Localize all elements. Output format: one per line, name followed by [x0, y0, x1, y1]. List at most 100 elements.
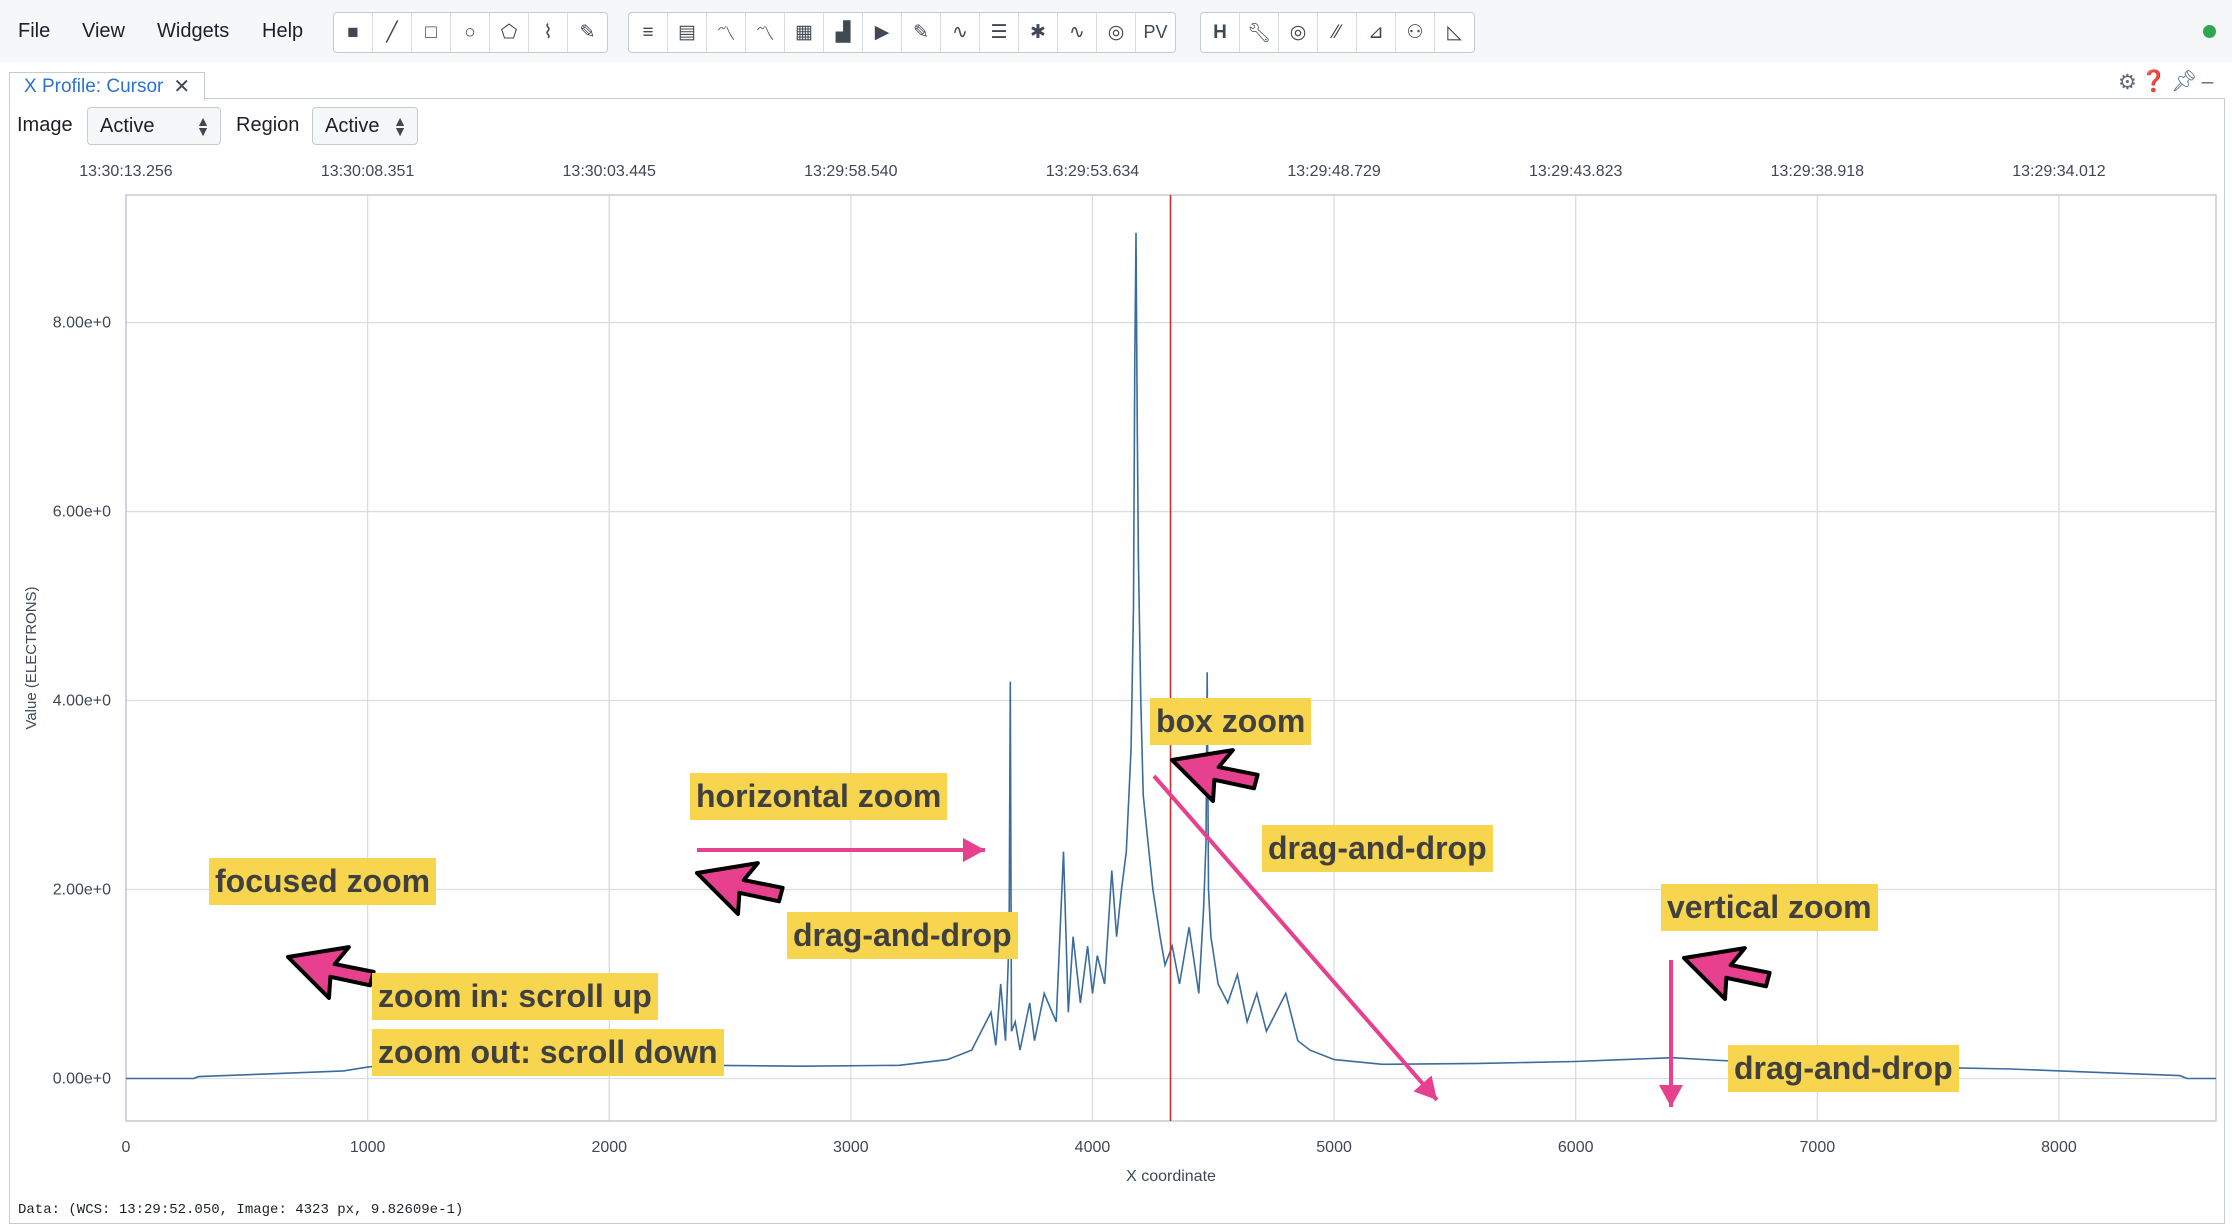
- layer-list-icon[interactable]: ☰: [980, 13, 1019, 52]
- connection-status-indicator: [2203, 25, 2216, 38]
- log-icon[interactable]: ≡: [629, 13, 668, 52]
- top-axis-tick-label: 13:29:58.540: [804, 163, 898, 180]
- box-zoom-arrow: [1152, 774, 1439, 1102]
- y-tick-label: 0.00e+0: [53, 1070, 111, 1087]
- region-toolbar: ■ ╱ □ ○ ⬠ ⌇ ✎: [333, 12, 608, 53]
- mouse-pointer-box-icon: [1170, 748, 1260, 803]
- menu-widgets[interactable]: Widgets: [157, 20, 230, 42]
- x-tick-label: 2000: [591, 1139, 627, 1156]
- image-select[interactable]: Active ▲ ▼: [87, 107, 221, 145]
- widget-controls: ⚙ ❓ 📌︎ –: [2118, 70, 2213, 95]
- y-tick-label: 6.00e+0: [53, 504, 111, 521]
- x-tick-label: 7000: [1800, 1139, 1836, 1156]
- x-axis-label: X coordinate: [1126, 1168, 1216, 1185]
- stokes-icon[interactable]: ∿: [941, 13, 980, 52]
- image-select-value: Active: [100, 114, 155, 137]
- top-axis-tick-label: 13:30:03.445: [563, 163, 657, 180]
- x-tick-label: 1000: [350, 1139, 386, 1156]
- ellipse-icon[interactable]: ○: [451, 13, 490, 52]
- polyline-icon[interactable]: ⌇: [529, 13, 568, 52]
- spatial-profiler-icon[interactable]: 〽: [707, 13, 746, 52]
- note-zoom-out: zoom out: scroll down: [372, 1029, 724, 1077]
- x-tick-label: 8000: [2041, 1139, 2077, 1156]
- y-tick-label: 4.00e+0: [53, 693, 111, 710]
- top-axis-tick-label: 13:29:48.729: [1287, 163, 1381, 180]
- x-tick-label: 3000: [833, 1139, 869, 1156]
- widget-toolbar: ≡ ▤ 〽 〽 ▦ ▟ ▶ ✎ ∿ ☰ ✱ ∿ ◎ PV: [628, 12, 1176, 53]
- spectral-profiler-icon[interactable]: 〽: [746, 13, 785, 52]
- settings-icon[interactable]: ⚙: [2118, 71, 2137, 94]
- region-select[interactable]: Active ▲ ▼: [312, 107, 418, 145]
- vector-overlay-icon[interactable]: ⁄⁄: [1318, 13, 1357, 52]
- top-wcs-axis: 13:30:13.256 13:30:08.351 13:30:03.445 13:2…: [79, 163, 2105, 180]
- top-axis-tick-label: 13:29:43.823: [1529, 163, 1623, 180]
- wrench-icon[interactable]: 🔧︎: [1240, 13, 1279, 52]
- distance-measure-icon[interactable]: ◺: [1447, 22, 1462, 43]
- mouse-pointer-focused-icon: [286, 945, 376, 1000]
- file-header-icon[interactable]: ▤: [668, 13, 707, 52]
- note-drag-and-drop-vertical: drag-and-drop: [1728, 1045, 1959, 1093]
- fitting-icon[interactable]: ◎: [1097, 13, 1136, 52]
- rectangle-icon[interactable]: □: [412, 13, 451, 52]
- mouse-pointer-horizontal-icon: [695, 861, 785, 916]
- menu-help[interactable]: Help: [262, 20, 304, 42]
- top-axis-tick-label: 13:29:53.634: [1046, 163, 1140, 180]
- line-icon[interactable]: ╱: [373, 13, 412, 52]
- polygon-icon[interactable]: ⬠: [490, 13, 529, 52]
- note-horizontal-zoom: horizontal zoom: [690, 773, 948, 821]
- tools-toolbar: H 🔧︎ ◎ ⁄⁄ ⊿ ⚇ ◺: [1200, 12, 1475, 53]
- note-vertical-zoom: vertical zoom: [1661, 884, 1878, 932]
- histogram-icon[interactable]: ▟: [824, 13, 863, 52]
- tab-x-profile[interactable]: X Profile: Cursor ✕: [9, 72, 206, 101]
- box-zoom-arrow-head: [1413, 1075, 1437, 1100]
- channel-map-icon[interactable]: ⚇: [1396, 13, 1435, 52]
- image-label: Image: [17, 114, 73, 136]
- minimize-icon[interactable]: –: [2201, 70, 2214, 93]
- top-axis-tick-label: 13:30:08.351: [321, 163, 415, 180]
- top-axis-tick-label: 13:30:13.256: [79, 163, 173, 180]
- select-caret-icon: ▲ ▼: [196, 113, 210, 139]
- x-axis-ticks: 0 1000 2000 3000 4000 5000 6000 7000 8000: [122, 1139, 2077, 1156]
- pin-icon[interactable]: 📌︎: [2170, 70, 2198, 93]
- menu-view[interactable]: View: [82, 20, 125, 42]
- data-readout: Data: (WCS: 13:29:52.050, Image: 4323 px…: [18, 1202, 464, 1218]
- contour-icon[interactable]: ◎: [1279, 13, 1318, 52]
- note-drag-and-drop-horizontal: drag-and-drop: [787, 912, 1018, 960]
- annotation-arrows: [286, 748, 1772, 1107]
- y-axis-ticks: 0.00e+0 2.00e+0 4.00e+0 6.00e+0 8.00e+0: [53, 315, 111, 1088]
- point-icon[interactable]: ■: [334, 13, 373, 52]
- annotation-icon[interactable]: ✎: [579, 22, 596, 43]
- statistics-icon[interactable]: ▦: [785, 13, 824, 52]
- note-focused-zoom: focused zoom: [209, 858, 437, 906]
- x-tick-label: 4000: [1075, 1139, 1111, 1156]
- tab-title: X Profile: Cursor: [24, 75, 164, 97]
- menu-bar: File View Widgets Help ■ ╱ □ ○ ⬠ ⌇ ✎ ≡ ▤…: [0, 0, 2232, 62]
- x-tick-label: 0: [122, 1139, 131, 1156]
- region-select-value: Active: [325, 114, 380, 137]
- select-caret-icon: ▲ ▼: [393, 113, 407, 139]
- animator-icon[interactable]: ▶: [863, 13, 902, 52]
- x-tick-label: 6000: [1558, 1139, 1594, 1156]
- region-label: Region: [236, 114, 300, 136]
- pv-generator-icon[interactable]: PV: [1143, 22, 1168, 42]
- catalog-icon[interactable]: ✱: [1019, 13, 1058, 52]
- hips-icon[interactable]: H: [1201, 13, 1240, 52]
- y-tick-label: 2.00e+0: [53, 882, 111, 899]
- note-zoom-in: zoom in: scroll up: [372, 973, 658, 1021]
- top-axis-tick-label: 13:29:34.012: [2012, 163, 2106, 180]
- top-axis-tick-label: 13:29:38.918: [1771, 163, 1865, 180]
- help-icon[interactable]: ❓: [2140, 70, 2167, 93]
- spectral-line-query-icon[interactable]: ∿: [1058, 13, 1097, 52]
- y-axis-label: Value (ELECTRONS): [23, 586, 40, 729]
- menu-file[interactable]: File: [18, 20, 51, 42]
- image-fitting-icon[interactable]: ⊿: [1357, 13, 1396, 52]
- y-tick-label: 8.00e+0: [53, 315, 111, 332]
- note-drag-and-drop-box: drag-and-drop: [1262, 825, 1493, 873]
- close-icon[interactable]: ✕: [173, 76, 191, 98]
- note-box-zoom: box zoom: [1150, 698, 1312, 746]
- mouse-pointer-vertical-icon: [1682, 946, 1772, 1001]
- vertical-zoom-arrow-head: [1659, 1085, 1683, 1107]
- render-config-icon[interactable]: ✎: [902, 13, 941, 52]
- horizontal-zoom-arrow-head: [963, 838, 985, 862]
